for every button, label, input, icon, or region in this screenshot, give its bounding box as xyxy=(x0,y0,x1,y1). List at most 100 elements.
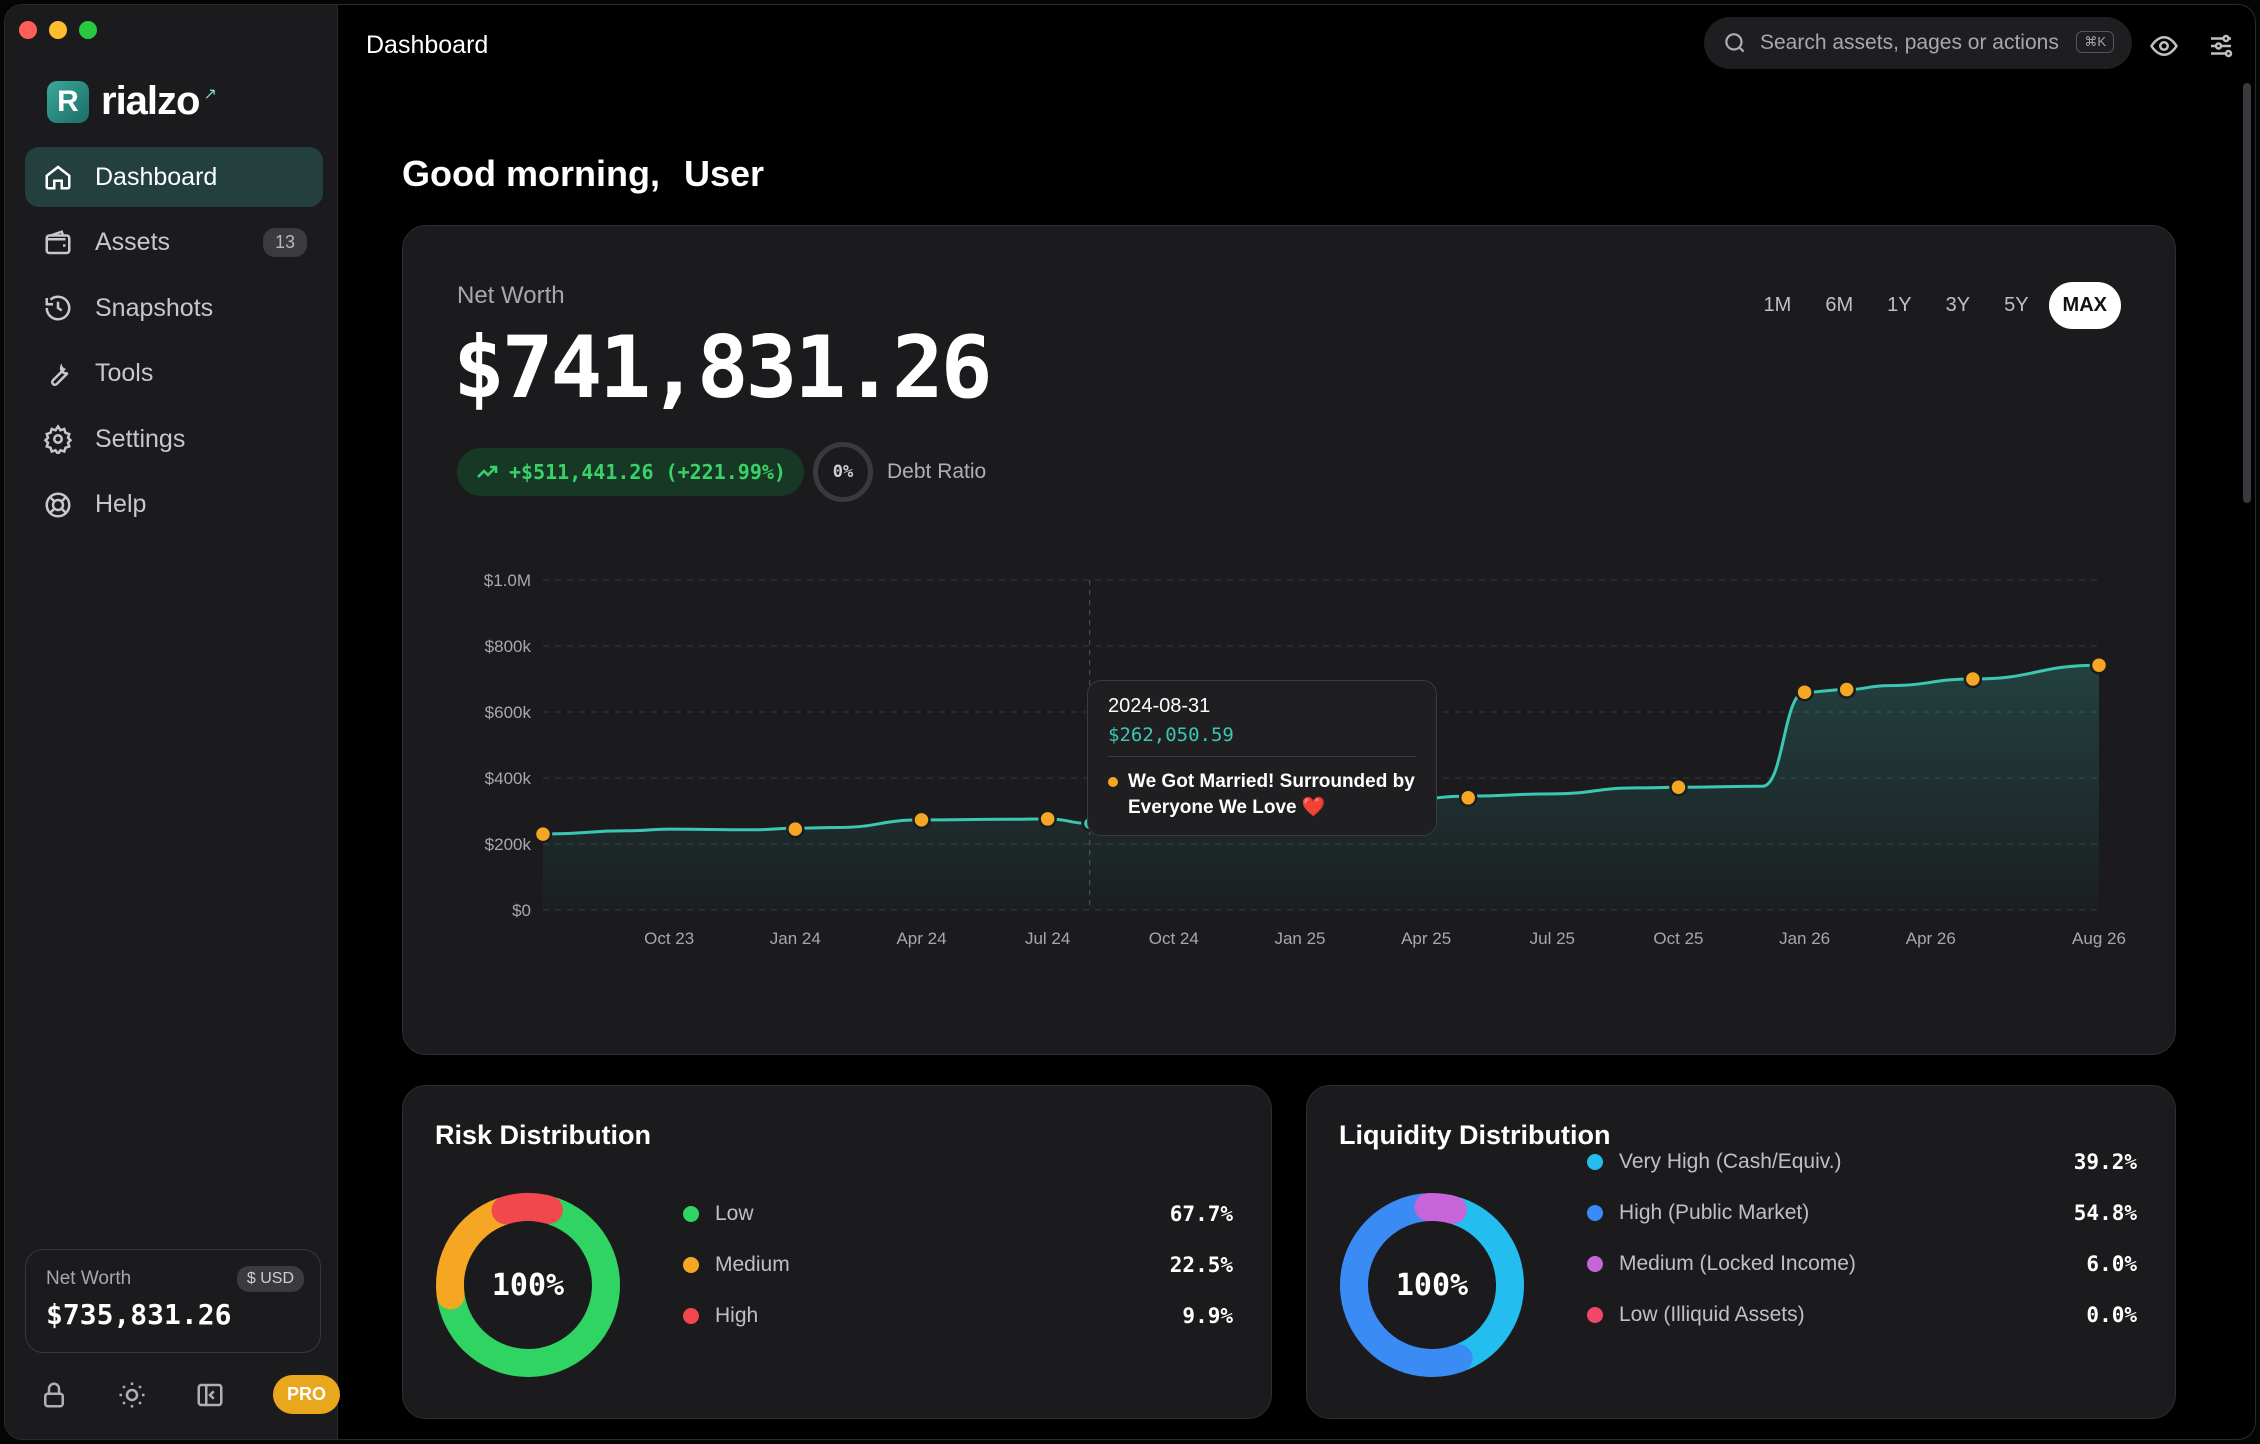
risk-title: Risk Distribution xyxy=(435,1120,652,1150)
sliders-icon xyxy=(2211,34,2233,58)
liquidity-center-label: 100% xyxy=(1395,1267,1469,1303)
main-scrollbar[interactable] xyxy=(2243,83,2251,503)
app-logo[interactable]: R rialzo ↗ xyxy=(47,79,217,124)
lifebuoy-icon xyxy=(45,492,71,517)
risk-donut-chart[interactable] xyxy=(433,1190,623,1380)
theme-toggle-button[interactable] xyxy=(117,1380,147,1410)
debt-ratio-label: Debt Ratio xyxy=(887,460,987,483)
event-marker[interactable] xyxy=(2089,655,2109,675)
risk-center-label: 100% xyxy=(491,1267,565,1303)
debt-ratio: 0% Debt Ratio xyxy=(813,442,986,502)
sidebar-item-help[interactable]: Help xyxy=(25,475,323,535)
legend-pct: 67.7% xyxy=(1169,1201,1233,1226)
trending-up-icon xyxy=(477,465,498,478)
search-icon xyxy=(1725,33,1745,53)
tooltip-date: 2024-08-31 xyxy=(1108,695,1211,717)
event-marker[interactable] xyxy=(1837,680,1856,699)
legend-label: Low xyxy=(715,1201,754,1225)
legend-item-low: Low (Illiquid Assets) 0.0% xyxy=(1587,1289,2137,1340)
eye-icon xyxy=(2150,35,2178,57)
donut-slice-high[interactable] xyxy=(491,1193,563,1225)
wallet-icon xyxy=(45,229,71,254)
x-tick-label: Apr 25 xyxy=(1401,929,1451,948)
range-6m[interactable]: 6M xyxy=(1825,294,1854,316)
sidebar-net-worth-card[interactable]: Net Worth $ USD $735,831.26 xyxy=(25,1249,321,1353)
event-marker[interactable] xyxy=(1458,788,1478,808)
x-tick-label: Aug 26 xyxy=(2072,929,2126,948)
y-tick-label: $0 xyxy=(512,901,531,920)
legend-item-low: Low 67.7% xyxy=(683,1188,1233,1239)
legend-pct: 22.5% xyxy=(1169,1252,1233,1277)
sidebar-item-label: Assets xyxy=(95,228,171,256)
legend-item-medium: Medium 22.5% xyxy=(683,1239,1233,1290)
event-marker[interactable] xyxy=(1963,669,1983,689)
x-tick-label: Apr 26 xyxy=(1906,929,1956,948)
collapse-sidebar-button[interactable] xyxy=(195,1380,225,1410)
donut-slice-medium-locked-income[interactable] xyxy=(1414,1193,1467,1224)
range-1m[interactable]: 1M xyxy=(1763,294,1792,316)
sidebar-item-snapshots[interactable]: Snapshots xyxy=(25,278,323,338)
topbar: Dashboard Search assets, pages or action… xyxy=(338,5,2255,85)
y-tick-label: $200k xyxy=(485,835,532,854)
search-shortcut: ⌘K xyxy=(2076,31,2114,53)
legend-label: Low (Illiquid Assets) xyxy=(1619,1302,1805,1326)
range-5y[interactable]: 5Y xyxy=(2004,294,2029,316)
donut-slice-low[interactable] xyxy=(437,1197,620,1377)
legend-pct: 9.9% xyxy=(1182,1303,1233,1328)
close-window-button[interactable] xyxy=(19,21,37,39)
event-marker[interactable] xyxy=(533,824,553,844)
legend-label: Very High (Cash/Equiv.) xyxy=(1619,1149,1842,1173)
event-marker[interactable] xyxy=(786,819,805,839)
preferences-button[interactable] xyxy=(2206,31,2236,61)
lock-button[interactable] xyxy=(39,1380,69,1410)
sidebar: R rialzo ↗ Dashboard Assets 13 Snapshots… xyxy=(5,5,341,1439)
sidebar-item-assets[interactable]: Assets 13 xyxy=(25,213,323,273)
sidebar-item-tools[interactable]: Tools xyxy=(25,344,323,404)
x-tick-label: Jan 24 xyxy=(770,929,821,948)
tooltip-value: $262,050.59 xyxy=(1108,724,1234,746)
sidebar-item-dashboard[interactable]: Dashboard xyxy=(25,147,323,207)
legend-label: Medium (Locked Income) xyxy=(1619,1251,1856,1275)
donut-slice-very-high-cash-equiv[interactable] xyxy=(1443,1197,1524,1371)
change-badge: +$511,441.26 (+221.99%) xyxy=(457,448,804,496)
range-max[interactable]: MAX xyxy=(2048,282,2121,329)
y-tick-label: $1.0M xyxy=(484,571,531,590)
legend-pct: 6.0% xyxy=(2086,1251,2137,1276)
time-range-selector: 1M 6M 1Y 3Y 5Y MAX xyxy=(1750,282,2121,329)
sidebar-item-settings[interactable]: Settings xyxy=(25,409,323,469)
liquidity-distribution-card: Liquidity Distribution 100% Very High (C… xyxy=(1306,1085,2176,1419)
range-1y[interactable]: 1Y xyxy=(1887,294,1912,316)
net-worth-card: Net Worth $741,831.26 1M 6M 1Y 3Y 5Y MAX… xyxy=(402,225,2176,1055)
y-tick-label: $400k xyxy=(485,769,532,788)
y-tick-label: $600k xyxy=(485,703,532,722)
search-input[interactable]: Search assets, pages or actions ⌘K xyxy=(1704,17,2132,69)
donut-slice-high-public-market[interactable] xyxy=(1340,1193,1473,1377)
net-worth-chart[interactable]: $0 $200k $400k $600k $800k $1.0M Oct 23 Jan 24 A… xyxy=(403,526,2177,956)
x-tick-label: Apr 24 xyxy=(896,929,946,948)
legend-item-medium: Medium (Locked Income) 6.0% xyxy=(1587,1238,2137,1289)
pro-badge[interactable]: PRO xyxy=(273,1375,341,1414)
legend-dot xyxy=(1587,1306,1603,1323)
event-marker[interactable] xyxy=(1795,682,1814,702)
net-worth-value: $735,831.26 xyxy=(46,1298,232,1331)
donut-slice-medium[interactable] xyxy=(436,1197,516,1310)
x-tick-label: Jul 25 xyxy=(1530,929,1575,948)
maximize-window-button[interactable] xyxy=(79,21,97,39)
legend-pct: 39.2% xyxy=(2073,1149,2137,1174)
sidebar-item-label: Help xyxy=(95,490,147,518)
y-tick-label: $800k xyxy=(485,637,532,656)
currency-badge[interactable]: $ USD xyxy=(236,1266,304,1292)
range-3y[interactable]: 3Y xyxy=(1945,294,1971,316)
tooltip-event-text: We Got Married! Surrounded by Everyone W… xyxy=(1128,771,1415,818)
toggle-visibility-button[interactable] xyxy=(2149,31,2179,61)
liquidity-donut-chart[interactable] xyxy=(1337,1190,1527,1380)
sidebar-footer: PRO xyxy=(39,1375,341,1414)
sidebar-item-label: Dashboard xyxy=(95,162,218,191)
event-marker[interactable] xyxy=(1669,777,1688,797)
event-marker[interactable] xyxy=(912,810,931,830)
gear-icon xyxy=(43,424,73,454)
minimize-window-button[interactable] xyxy=(49,21,67,39)
window-controls xyxy=(19,21,97,39)
change-value: +$511,441.26 (+221.99%) xyxy=(509,460,786,484)
event-marker[interactable] xyxy=(1038,809,1057,829)
